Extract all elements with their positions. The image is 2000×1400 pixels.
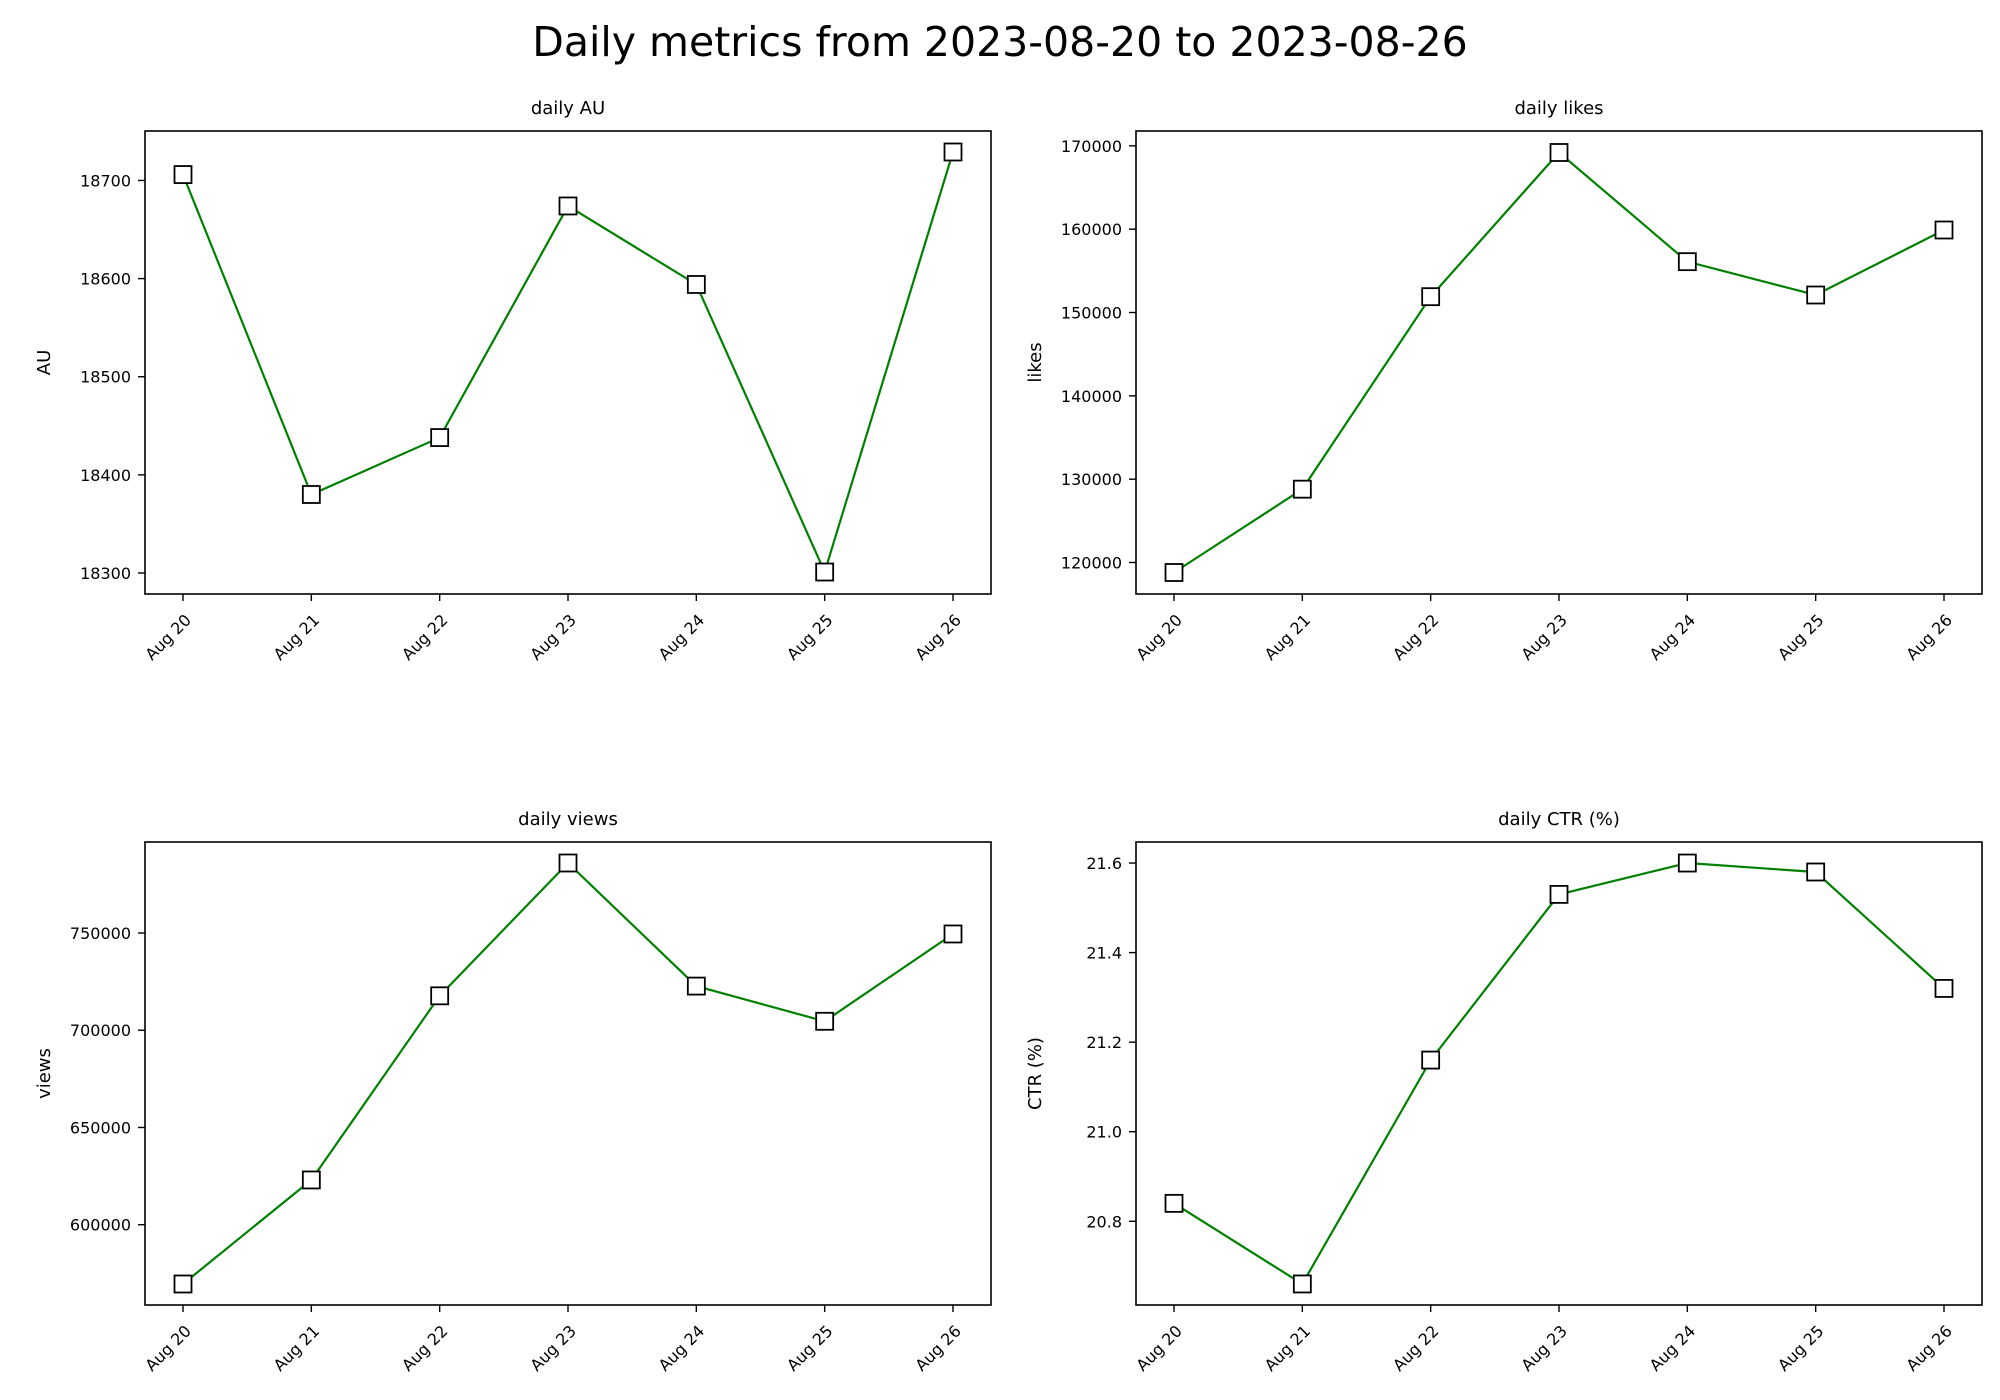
data-point-marker [301, 1170, 321, 1190]
y-tick-label: 20.8 [1086, 1212, 1122, 1231]
data-point-marker [558, 196, 578, 216]
subplot-title: daily CTR (%) [1498, 809, 1620, 830]
x-tick-label: Aug 26 [911, 1321, 965, 1375]
data-point-marker [173, 1274, 193, 1294]
y-tick-label: 18600 [80, 270, 131, 289]
data-point-marker [686, 275, 706, 294]
data-point-marker [1292, 479, 1312, 499]
x-tick-label: Aug 25 [1774, 1321, 1828, 1375]
data-point-marker [1806, 862, 1826, 882]
y-axis-label: likes [1025, 342, 1046, 382]
x-tick-label: Aug 21 [270, 1321, 324, 1375]
x-tick-label: Aug 22 [398, 610, 452, 664]
data-point-marker [1421, 1050, 1441, 1070]
x-tick-label: Aug 20 [141, 1321, 195, 1375]
x-tick-label: Aug 23 [1517, 1321, 1571, 1375]
x-tick-label: Aug 26 [1902, 1321, 1956, 1375]
data-point-marker [1164, 1193, 1184, 1213]
data-point-marker [1549, 143, 1569, 162]
data-point-marker [815, 1011, 835, 1031]
data-point-marker [1421, 287, 1441, 307]
plot-frame [144, 841, 992, 1306]
y-axis-label: AU [34, 350, 55, 376]
data-point-marker [1806, 285, 1826, 305]
data-point-marker [1549, 884, 1569, 904]
y-tick-label: 21.4 [1086, 944, 1122, 963]
y-tick-label: 600000 [70, 1216, 131, 1235]
y-axis-label: views [34, 1048, 55, 1099]
x-tick-label: Aug 25 [783, 610, 837, 664]
x-tick-label: Aug 21 [270, 610, 324, 664]
data-point-marker [173, 165, 193, 184]
data-point-marker [943, 924, 963, 944]
chart-panel-1: daily AU AU 18300 18400 18500 18600 18700 Aug 2… [34, 98, 992, 664]
series-line [1173, 861, 1945, 1286]
x-tick-label: Aug 26 [1902, 610, 1956, 664]
series-line [1173, 150, 1945, 574]
y-tick-label: 150000 [1061, 304, 1122, 323]
x-tick-label: Aug 25 [783, 1321, 837, 1375]
x-tick-label: Aug 24 [655, 1321, 709, 1375]
x-tick-label: Aug 22 [1389, 1321, 1443, 1375]
data-point-marker [686, 976, 706, 996]
y-tick-label: 750000 [70, 924, 131, 943]
plot-frame [1135, 130, 1983, 595]
data-point-marker [943, 142, 963, 162]
y-tick-label: 21.2 [1086, 1033, 1122, 1052]
data-point-marker [430, 428, 450, 447]
y-tick-label: 21.0 [1086, 1123, 1122, 1142]
data-point-marker [1677, 252, 1697, 272]
y-tick-label: 130000 [1061, 470, 1122, 489]
y-tick-label: 160000 [1061, 220, 1122, 239]
data-point-marker [558, 853, 578, 873]
subplot-title: daily likes [1514, 98, 1603, 119]
subplot-title: daily AU [531, 98, 605, 119]
data-point-marker [1164, 563, 1184, 582]
x-tick-label: Aug 25 [1774, 610, 1828, 664]
x-tick-label: Aug 26 [911, 610, 965, 664]
x-tick-label: Aug 23 [526, 1321, 580, 1375]
x-tick-label: Aug 24 [1646, 610, 1700, 664]
data-point-marker [1677, 853, 1697, 873]
plot-frame [1135, 841, 1983, 1306]
x-tick-label: Aug 20 [141, 610, 195, 664]
x-tick-label: Aug 22 [1389, 610, 1443, 664]
chart-panel-3: daily views views 600000 650000 700000 750000… [34, 809, 992, 1375]
data-point-marker [815, 562, 835, 582]
data-point-marker [1934, 220, 1954, 240]
y-tick-label: 140000 [1061, 387, 1122, 406]
y-tick-label: 18700 [80, 171, 131, 190]
x-tick-label: Aug 24 [655, 610, 709, 664]
data-point-marker [1292, 1274, 1312, 1294]
series-line [182, 861, 954, 1285]
x-tick-label: Aug 20 [1132, 610, 1186, 664]
data-point-marker [430, 986, 450, 1006]
y-tick-label: 650000 [70, 1118, 131, 1137]
x-tick-label: Aug 24 [1646, 1321, 1700, 1375]
y-tick-label: 21.6 [1086, 854, 1122, 873]
data-point-marker [301, 485, 321, 504]
y-tick-label: 170000 [1061, 137, 1122, 156]
x-tick-label: Aug 21 [1261, 610, 1315, 664]
chart-panel-2: daily likes likes 120000 130000 140000 150000… [1025, 98, 1983, 664]
x-tick-label: Aug 23 [526, 610, 580, 664]
x-tick-label: Aug 22 [398, 1321, 452, 1375]
y-axis-label: CTR (%) [1025, 1037, 1046, 1110]
y-tick-label: 700000 [70, 1021, 131, 1040]
subplot-title: daily views [518, 809, 618, 830]
data-point-marker [1934, 979, 1954, 998]
x-tick-label: Aug 23 [1517, 610, 1571, 664]
y-tick-label: 18400 [80, 466, 131, 485]
y-tick-label: 18300 [80, 564, 131, 583]
page-title: Daily metrics from 2023-08-20 to 2023-08… [532, 18, 1468, 66]
chart-panel-4: daily CTR (%) CTR (%) 20.8 21.0 21.2 21.4 21.6… [1025, 809, 1983, 1375]
x-tick-label: Aug 21 [1261, 1321, 1315, 1375]
y-tick-label: 18500 [80, 368, 131, 387]
x-tick-label: Aug 20 [1132, 1321, 1186, 1375]
y-tick-label: 120000 [1061, 554, 1122, 573]
